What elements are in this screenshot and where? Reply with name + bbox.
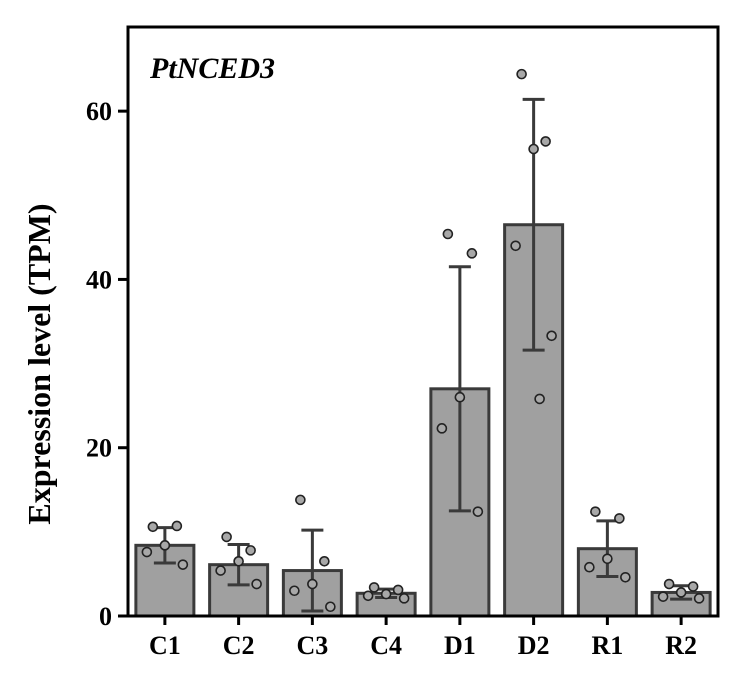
data-point [466,248,478,259]
x-tick-label-d2: D2 [518,631,550,660]
data-point [392,584,404,596]
data-point [436,423,448,434]
x-tick-label-r1: R1 [591,631,623,660]
data-point [325,601,336,613]
data-point [528,143,539,155]
bars-layer [134,223,712,618]
data-point [141,546,153,558]
data-point [368,582,380,593]
data-point [687,581,699,592]
error-bar-d1 [448,265,471,513]
data-point [177,559,189,570]
data-point [251,578,262,590]
data-point [590,506,601,517]
error-bars-layer [153,97,693,613]
data-point [380,588,392,600]
data-point [398,593,410,604]
data-point [289,585,300,597]
y-tick-label: 40 [86,265,112,294]
data-point [540,136,551,147]
data-point [602,553,613,565]
data-point [295,494,306,506]
data-point [307,578,318,590]
y-tick-label: 60 [86,97,112,126]
data-point [693,593,705,604]
y-tick-label: 20 [86,434,112,463]
data-point [454,391,466,403]
error-bar-d2 [522,97,545,352]
data-point [362,590,374,602]
error-bar-c3 [301,528,324,613]
data-points-layer [141,68,705,613]
data-point [221,531,232,543]
data-point [319,556,330,567]
data-point [546,330,557,342]
data-point [159,540,171,551]
plot-frame [126,25,720,618]
data-point [516,68,527,80]
data-point [233,556,244,567]
data-point [510,240,521,252]
x-tick-label-r2: R2 [665,631,697,660]
y-axis-label: Expression level (TPM) [21,203,57,524]
x-tick-label-c1: C1 [149,631,181,660]
data-point [472,506,484,517]
x-tick-label-c3: C3 [296,631,328,660]
axes-layer [126,25,720,618]
data-point [614,513,625,524]
data-point [657,591,669,602]
y-ticks-layer: 0 20 40 60 [86,97,128,631]
y-tick-label: 0 [99,602,112,631]
data-point [663,578,675,590]
x-tick-label-c4: C4 [370,631,402,660]
chart-title: PtNCED3 [149,52,275,85]
data-point [584,561,595,573]
data-point [147,521,159,533]
data-point [442,228,454,240]
data-point [245,545,256,556]
data-point [620,571,631,583]
x-tick-label-d1: D1 [444,631,476,660]
x-tick-label-c2: C2 [223,631,255,660]
data-point [534,393,545,405]
data-point [215,565,226,576]
data-point [171,520,183,532]
error-bar-r1 [596,519,619,578]
data-point [675,587,687,598]
x-ticks-layer: C1 C2 C3 C4 D1 D2 R1 R2 [149,616,697,660]
